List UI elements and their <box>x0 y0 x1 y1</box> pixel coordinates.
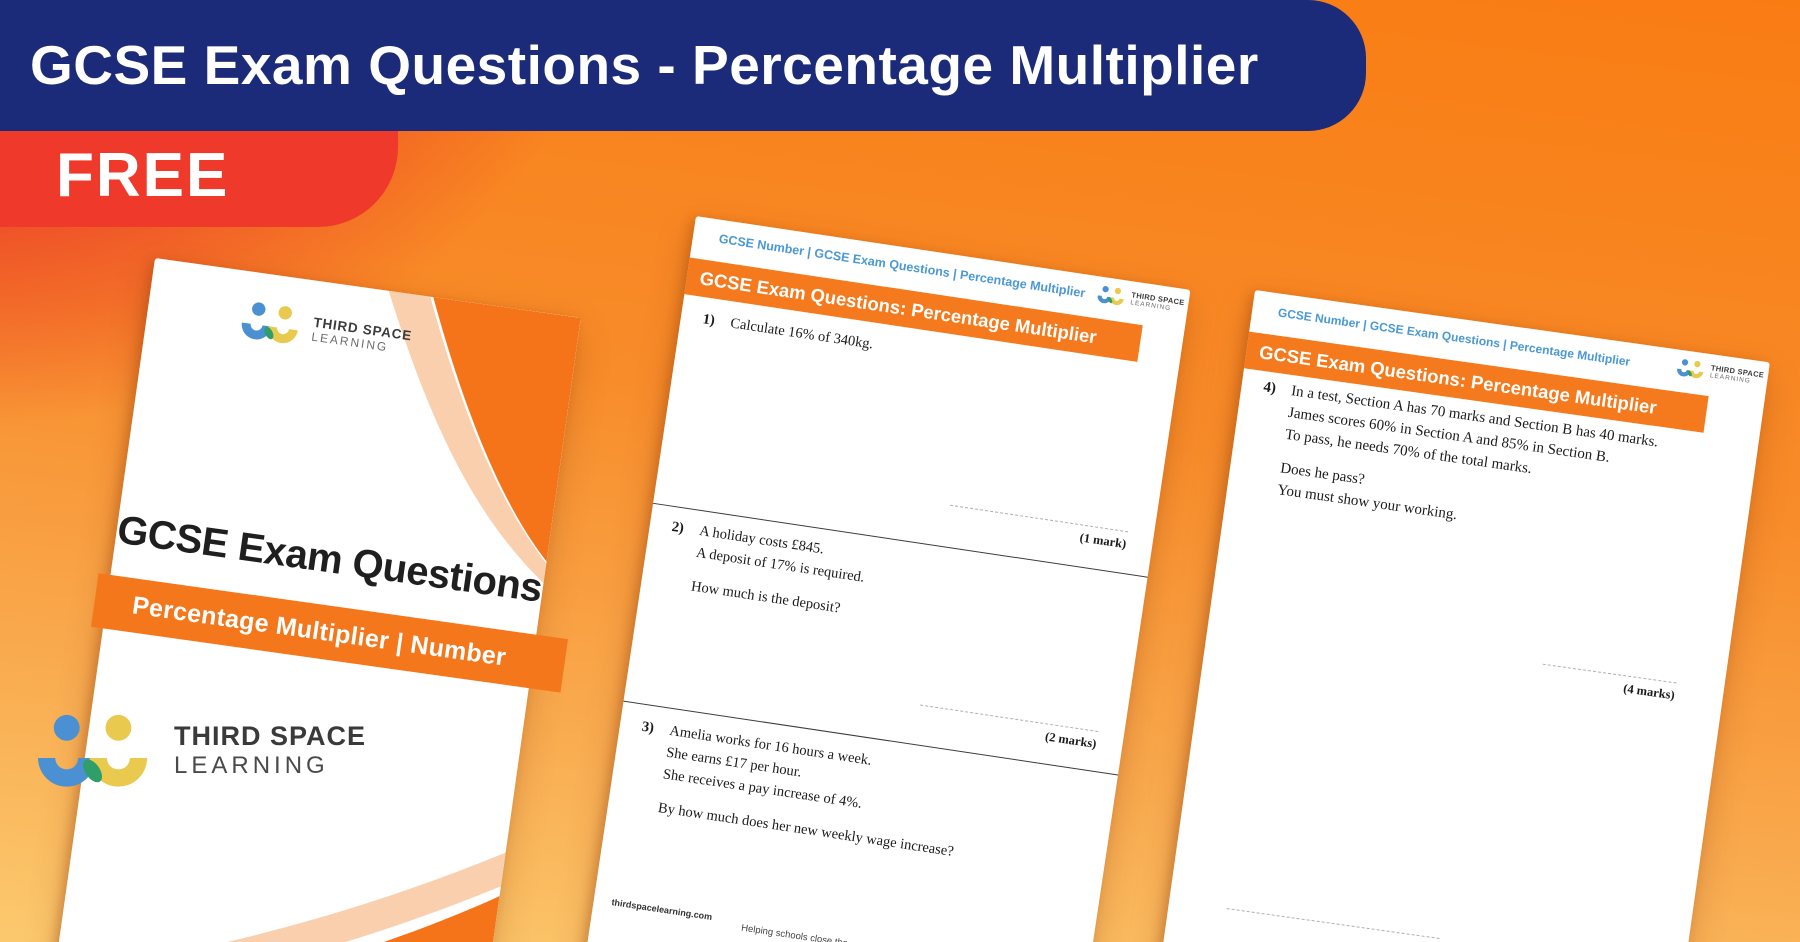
cover-swoosh-graphic <box>49 290 581 942</box>
question-number: 1) <box>701 311 716 329</box>
answer-dashed-line <box>1226 908 1440 939</box>
worksheet-footer: thirdspacelearning.com Helping schools c… <box>610 897 1027 942</box>
third-space-learning-icon <box>1097 285 1126 307</box>
question-2-answer: (2 marks) <box>917 704 1099 752</box>
working-answer-line <box>1226 908 1440 939</box>
question-4-answer: (4 marks) <box>1540 663 1677 704</box>
question-number: 2) <box>670 518 685 537</box>
question-1-answer: (1 mark) <box>947 504 1129 552</box>
hero-title: GCSE Exam Questions - Percentage Multipl… <box>30 34 1259 96</box>
brand-name: THIRD SPACE <box>174 721 367 752</box>
free-badge: FREE <box>0 131 398 227</box>
worksheet-page-1: GCSE Number | GCSE Exam Questions | Perc… <box>574 216 1191 942</box>
worksheet-page-2: GCSE Number | GCSE Exam Questions | Perc… <box>1157 290 1770 942</box>
hero-banner: GCSE Exam Questions - Percentage Multipl… <box>0 0 1366 131</box>
cover-page: THIRD SPACE LEARNING GCSE Exam Questions… <box>49 258 581 942</box>
footer-site-url: thirdspacelearning.com <box>610 897 713 923</box>
question-number: 4) <box>1262 379 1278 397</box>
third-space-learning-icon <box>239 300 301 346</box>
third-space-learning-icon <box>38 714 148 787</box>
free-badge-label: FREE <box>56 141 230 210</box>
brand-subname: LEARNING <box>174 752 329 780</box>
third-space-learning-logo: THIRD SPACE LEARNING <box>38 712 366 790</box>
third-space-learning-logo: THIRD SPACE LEARNING <box>1097 284 1185 315</box>
third-space-learning-icon <box>1676 358 1706 380</box>
third-space-learning-logo: THIRD SPACE LEARNING <box>1676 358 1765 389</box>
footer-tagline: Helping schools close the <box>740 922 849 942</box>
question-number: 3) <box>640 718 656 737</box>
marks-label: (4 marks) <box>1622 681 1676 703</box>
